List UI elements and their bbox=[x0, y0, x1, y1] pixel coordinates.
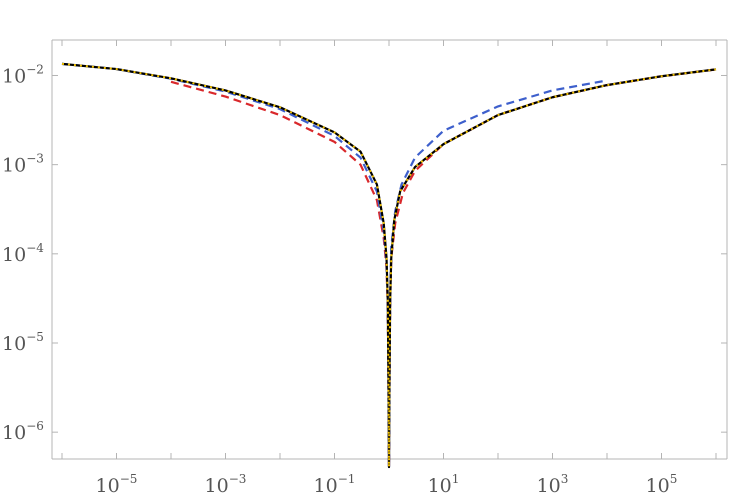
series-line-3 bbox=[170, 68, 717, 469]
y-tick-base: 10 bbox=[2, 244, 26, 266]
x-tick-label: 101 bbox=[428, 472, 460, 497]
y-tick-exponent: −6 bbox=[26, 419, 44, 433]
y-tick-exponent: −4 bbox=[26, 241, 44, 255]
x-tick-label: 105 bbox=[646, 472, 678, 497]
y-tick-base: 10 bbox=[2, 422, 26, 444]
y-tick-exponent: −5 bbox=[26, 330, 44, 344]
x-tick-exponent: 1 bbox=[452, 472, 460, 486]
y-tick-exponent: −3 bbox=[26, 152, 44, 166]
x-tick-exponent: −3 bbox=[229, 472, 247, 486]
y-tick-label: 10−4 bbox=[2, 241, 44, 266]
x-tick-exponent: −5 bbox=[120, 472, 138, 486]
ticks-group: 10−5 10−3 10−1 101 103 10510−210−310−410−510−… bbox=[2, 40, 727, 497]
x-tick-base: 10 bbox=[205, 475, 229, 497]
x-tick-base: 10 bbox=[646, 475, 670, 497]
x-tick-label: 10−5 bbox=[96, 472, 138, 497]
y-tick-label: 10−5 bbox=[2, 330, 44, 355]
y-tick-base: 10 bbox=[2, 155, 26, 177]
y-tick-label: 10−2 bbox=[2, 62, 44, 87]
y-tick-exponent: −2 bbox=[26, 62, 44, 76]
series-line-1 bbox=[61, 62, 717, 468]
series-line-2 bbox=[61, 62, 608, 469]
y-tick-base: 10 bbox=[2, 65, 26, 87]
x-tick-label: 103 bbox=[537, 472, 569, 497]
x-tick-base: 10 bbox=[314, 475, 338, 497]
y-tick-label: 10−6 bbox=[2, 419, 44, 444]
x-tick-base: 10 bbox=[537, 475, 561, 497]
y-tick-base: 10 bbox=[2, 333, 26, 355]
series-layer bbox=[61, 62, 717, 469]
x-tick-label: 10−1 bbox=[314, 472, 356, 497]
y-tick-label: 10−3 bbox=[2, 152, 44, 177]
x-tick-exponent: −1 bbox=[338, 472, 356, 486]
x-tick-label: 10−3 bbox=[205, 472, 247, 497]
x-tick-exponent: 3 bbox=[561, 472, 569, 486]
x-tick-exponent: 5 bbox=[670, 472, 678, 486]
x-tick-base: 10 bbox=[96, 475, 120, 497]
series-line-0 bbox=[61, 62, 717, 469]
x-tick-base: 10 bbox=[428, 475, 452, 497]
